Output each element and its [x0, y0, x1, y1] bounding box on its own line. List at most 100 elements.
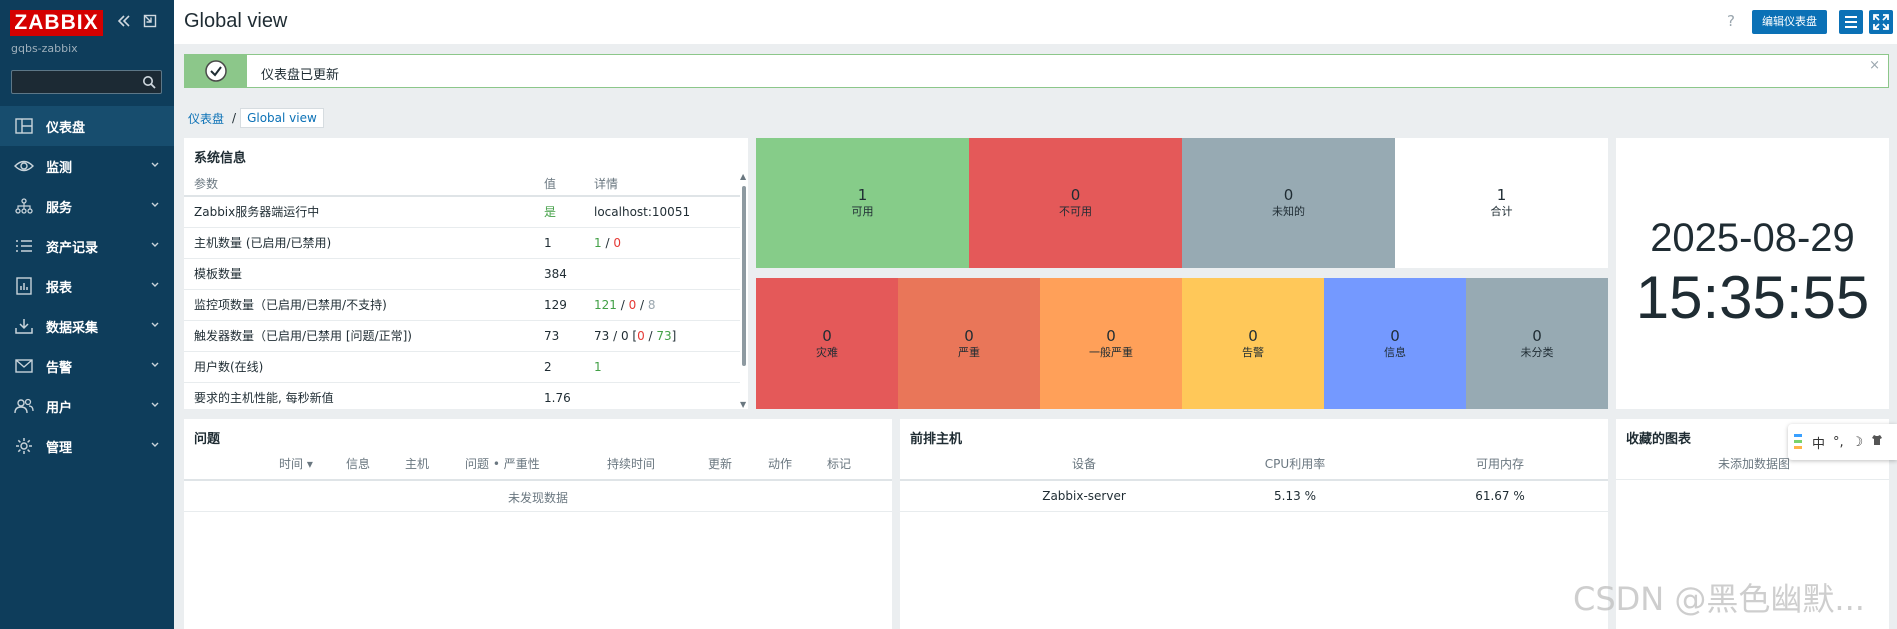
bracket: ]: [671, 328, 677, 343]
table-row: Zabbix服务器端运行中 是 localhost:10051: [184, 196, 740, 228]
menu-label: 资产记录: [46, 240, 99, 256]
availability-available[interactable]: 1 可用: [756, 138, 969, 268]
host-availability-widget: 1 可用 0 不可用 0 未知的 1 合计: [756, 138, 1608, 268]
page-title: Global view: [184, 10, 288, 32]
detail-cell: 121 / 0 / 8: [584, 289, 740, 321]
widget-title: 系统信息: [194, 151, 247, 166]
scrollbar[interactable]: ▲ ▼: [740, 172, 748, 409]
separator: /: [636, 297, 648, 312]
zabbix-logo[interactable]: ZABBIX: [10, 10, 103, 36]
collapse-sidebar-icon[interactable]: [116, 13, 132, 34]
no-data-text: 未添加数据图: [1718, 457, 1791, 471]
menu-item-alerts[interactable]: 告警: [0, 346, 174, 386]
available-memory: 61.67 %: [1475, 489, 1525, 503]
menu-item-services[interactable]: 服务: [0, 186, 174, 226]
severity-disaster[interactable]: 0 灾难: [756, 278, 898, 409]
param-cell: 模板数量: [184, 258, 534, 290]
chevron-down-icon: [151, 362, 159, 367]
message-status-bar: [184, 54, 247, 88]
widget-title: 前排主机: [910, 432, 963, 447]
table-row: 监控项数量（已启用/已禁用/不支持) 129 121 / 0 / 8: [184, 289, 740, 321]
clock-widget: 2025-08-29 15:35:55: [1616, 138, 1889, 409]
detail-cell: 1 / 0: [584, 227, 740, 259]
menu-item-administration[interactable]: 管理: [0, 426, 174, 466]
param-cell: 主机数量 (已启用/已禁用): [184, 227, 534, 259]
moon-icon[interactable]: ☽: [1851, 434, 1864, 450]
menu-item-monitoring[interactable]: 监测: [0, 146, 174, 186]
main-menu: 仪表盘 监测 服务 资产记录 报表 数据采集 告警: [0, 106, 174, 466]
param-cell: Zabbix服务器端运行中: [184, 196, 534, 228]
menu-label: 告警: [46, 360, 73, 376]
chevron-down-icon: [151, 322, 159, 327]
menu-item-data-collection[interactable]: 数据采集: [0, 306, 174, 346]
count: 0: [1283, 186, 1294, 204]
column-header: 信息: [346, 457, 371, 471]
fullscreen-icon: [1873, 14, 1889, 30]
label: 不可用: [1059, 205, 1092, 218]
count: 0: [1390, 326, 1400, 345]
availability-total[interactable]: 1 合计: [1395, 138, 1608, 268]
menu-item-inventory[interactable]: 资产记录: [0, 226, 174, 266]
column-header: 动作: [768, 457, 793, 471]
severity-average[interactable]: 0 一般严重: [1040, 278, 1182, 409]
fullscreen-button[interactable]: [1869, 10, 1893, 34]
severity-information[interactable]: 0 信息: [1324, 278, 1466, 409]
list-icon: [14, 236, 34, 256]
scroll-up-icon[interactable]: ▲: [740, 172, 747, 181]
dashboard-icon: [14, 116, 34, 136]
column-header: CPU利用率: [1264, 457, 1326, 471]
search-input[interactable]: [11, 70, 162, 94]
menu-item-reports[interactable]: 报表: [0, 266, 174, 306]
problems-by-severity-widget: 0 灾难 0 严重 0 一般严重 0 告警 0 信息 0 未分类: [756, 278, 1608, 409]
severity-high[interactable]: 0 严重: [898, 278, 1040, 409]
column-header: 参数: [184, 172, 534, 197]
count: 0: [1248, 326, 1258, 345]
availability-unknown[interactable]: 0 未知的: [1182, 138, 1395, 268]
close-icon[interactable]: ×: [1869, 58, 1880, 73]
severity-not-classified[interactable]: 0 未分类: [1466, 278, 1608, 409]
trigger-prefix: 73 / 0 [: [594, 328, 638, 343]
actions-menu-button[interactable]: [1839, 10, 1863, 34]
breadcrumb-current[interactable]: Global view: [240, 108, 324, 128]
label: 未知的: [1272, 205, 1305, 218]
help-icon[interactable]: ?: [1727, 12, 1735, 30]
label: 可用: [851, 205, 874, 218]
chevron-down-icon: [151, 202, 159, 207]
sort-time-header[interactable]: 时间 ▾: [279, 455, 313, 472]
menu-label: 用户: [46, 400, 73, 416]
shirt-icon[interactable]: [1871, 434, 1883, 450]
breadcrumb: 仪表盘 / Global view: [184, 107, 324, 129]
scrollbar-thumb[interactable]: [742, 186, 746, 366]
ime-punctuation[interactable]: °,: [1833, 434, 1844, 450]
label: 一般严重: [1089, 345, 1133, 359]
search-icon[interactable]: [142, 75, 156, 89]
ime-language[interactable]: 中: [1812, 436, 1826, 452]
divider: [184, 479, 892, 481]
cpu-utilization: 5.13 %: [1274, 489, 1316, 503]
breadcrumb-separator: /: [232, 111, 237, 125]
menu-item-users[interactable]: 用户: [0, 386, 174, 426]
breadcrumb-root[interactable]: 仪表盘: [188, 111, 225, 126]
count: 0: [1532, 326, 1542, 345]
value-cell: 73: [534, 320, 584, 352]
value-cell: 1.76: [534, 382, 584, 409]
edit-dashboard-button[interactable]: 编辑仪表盘: [1752, 10, 1827, 34]
param-cell: 要求的主机性能, 每秒新值: [184, 382, 534, 409]
kiosk-mode-icon[interactable]: [142, 13, 158, 34]
download-icon: [14, 316, 34, 336]
column-header: 更新: [708, 457, 733, 471]
value-cell: 1: [534, 227, 584, 259]
severity-warning[interactable]: 0 告警: [1182, 278, 1324, 409]
menu-label: 数据采集: [46, 320, 99, 336]
param-cell: 触发器数量（已启用/已禁用 [问题/正常]): [184, 320, 534, 352]
system-info-table: 参数 值 详情 Zabbix服务器端运行中 是 localhost:10051 …: [184, 172, 740, 409]
scroll-down-icon[interactable]: ▼: [740, 400, 747, 409]
divider: [900, 479, 1608, 481]
chevron-down-icon: [151, 242, 159, 247]
count: 1: [857, 186, 868, 204]
ime-toolbar[interactable]: 中 °, ☽: [1788, 424, 1897, 460]
chevron-down-icon: [151, 402, 159, 407]
table-row: 触发器数量（已启用/已禁用 [问题/正常]) 73 73 / 0 [0 / 73…: [184, 320, 740, 352]
menu-item-dashboard[interactable]: 仪表盘: [0, 106, 174, 146]
availability-unavailable[interactable]: 0 不可用: [969, 138, 1182, 268]
